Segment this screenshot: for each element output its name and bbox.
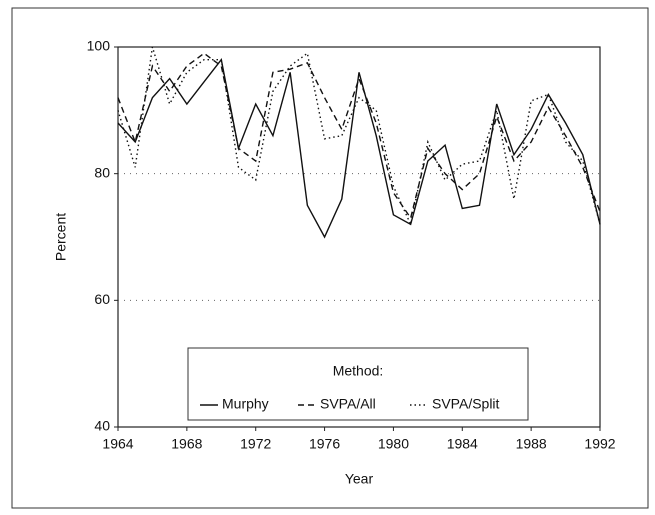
series-line <box>117 58 601 239</box>
x-tick-label: 1968 <box>171 436 202 452</box>
y-axis-label: Percent <box>53 213 69 261</box>
y-tick-label: 100 <box>87 38 111 54</box>
series-line <box>117 46 601 227</box>
legend-label: SVPA/All <box>320 396 376 412</box>
y-tick-label: 40 <box>94 418 110 434</box>
plot-frame <box>117 46 601 428</box>
y-tick-label: 80 <box>94 164 110 180</box>
x-tick-label: 1980 <box>378 436 409 452</box>
legend-box <box>187 347 529 421</box>
x-tick-label: 1992 <box>584 436 615 452</box>
y-tick-label: 60 <box>94 291 110 307</box>
legend-label: Murphy <box>222 396 269 412</box>
x-axis-label: Year <box>345 471 374 487</box>
legend-label: SVPA/Split <box>432 396 500 412</box>
x-tick-label: 1964 <box>102 436 133 452</box>
figure-frame <box>11 7 649 509</box>
x-tick-label: 1988 <box>516 436 547 452</box>
legend-title: Method: <box>333 363 384 379</box>
series-line <box>117 52 601 220</box>
x-tick-label: 1972 <box>240 436 271 452</box>
x-tick-label: 1984 <box>447 436 478 452</box>
x-tick-label: 1976 <box>309 436 340 452</box>
